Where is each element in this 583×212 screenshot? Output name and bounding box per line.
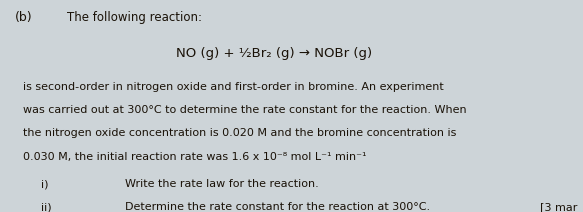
Text: ii): ii) [41, 202, 51, 212]
Text: (b): (b) [15, 11, 32, 24]
Text: NO (g) + ½Br₂ (g) → NOBr (g): NO (g) + ½Br₂ (g) → NOBr (g) [176, 47, 372, 60]
Text: Write the rate law for the reaction.: Write the rate law for the reaction. [125, 179, 319, 189]
Text: 0.030 M, the initial reaction rate was 1.6 x 10⁻⁸ mol L⁻¹ min⁻¹: 0.030 M, the initial reaction rate was 1… [23, 152, 367, 162]
Text: is second-order in nitrogen oxide and first-order in bromine. An experiment: is second-order in nitrogen oxide and fi… [23, 82, 444, 92]
Text: The following reaction:: The following reaction: [67, 11, 202, 24]
Text: was carried out at 300°C to determine the rate constant for the reaction. When: was carried out at 300°C to determine th… [23, 105, 467, 115]
Text: the nitrogen oxide concentration is 0.020 M and the bromine concentration is: the nitrogen oxide concentration is 0.02… [23, 128, 456, 138]
Text: [3 mar: [3 mar [540, 202, 577, 212]
Text: Determine the rate constant for the reaction at 300°C.: Determine the rate constant for the reac… [125, 202, 430, 212]
Text: i): i) [41, 179, 48, 189]
